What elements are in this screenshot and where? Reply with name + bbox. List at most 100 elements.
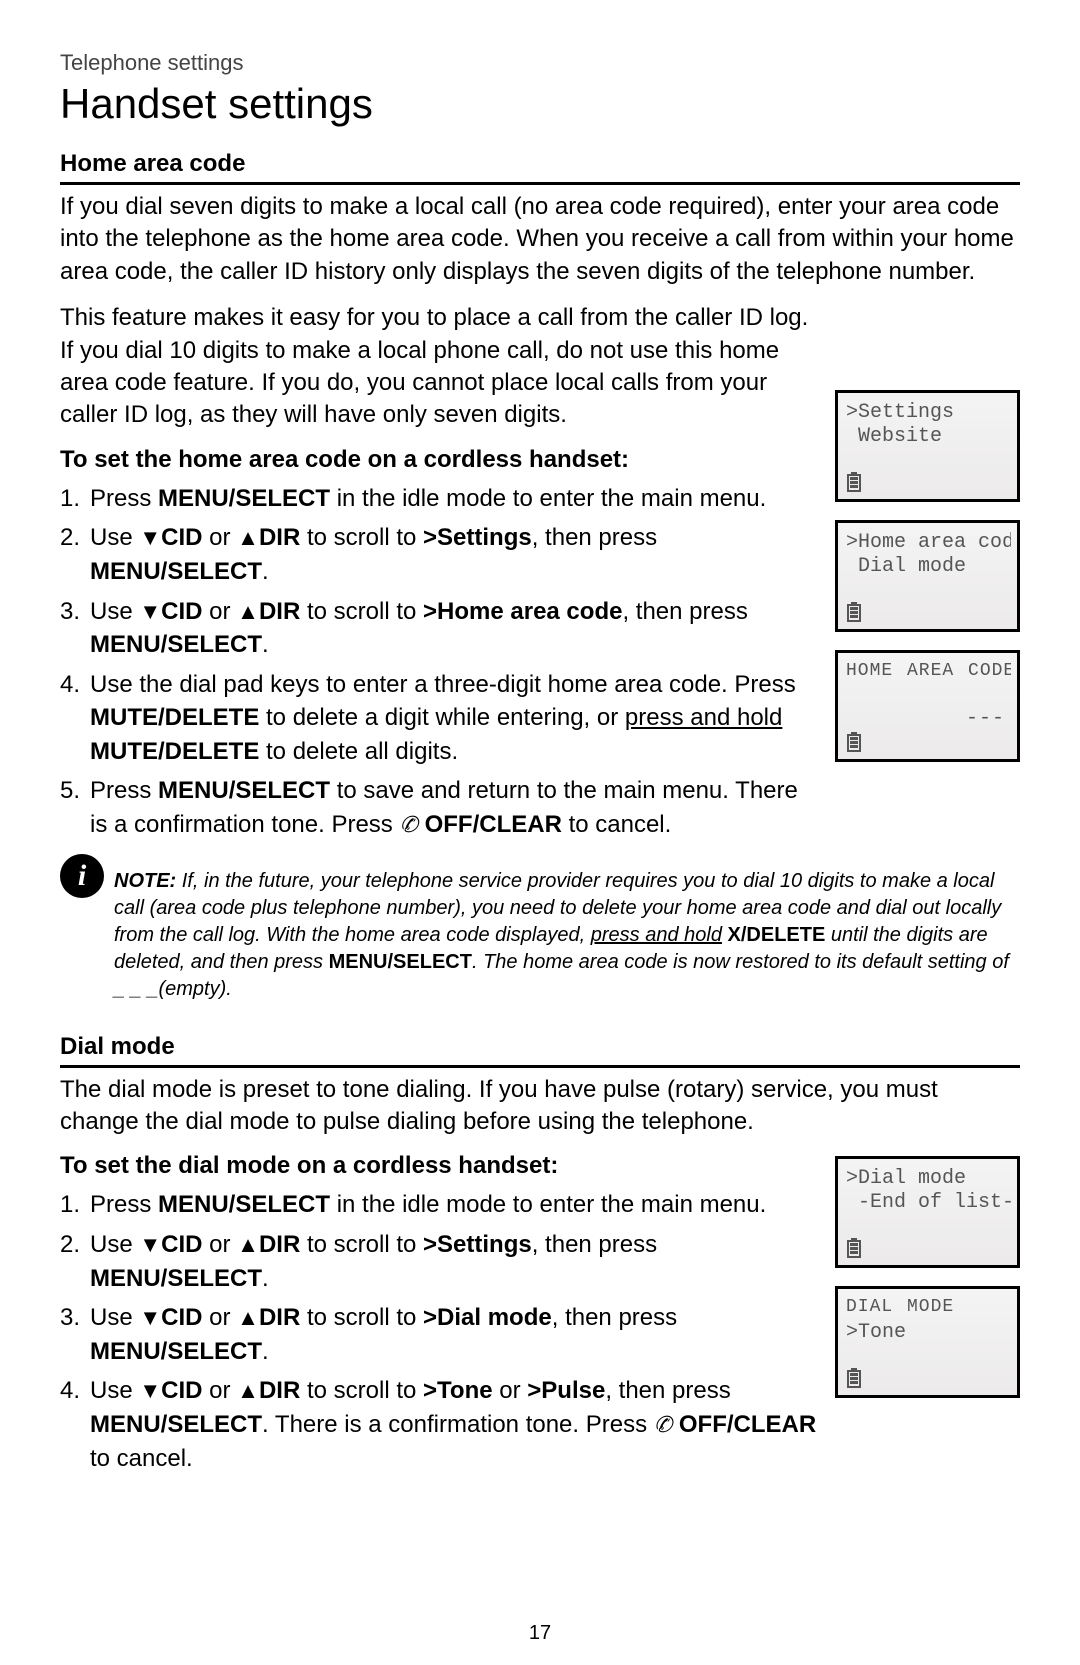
key-off-clear: OFF/CLEAR <box>425 811 562 838</box>
menu-target: >Settings <box>423 1231 532 1258</box>
battery-icon <box>846 1367 1011 1389</box>
lcd-dial-mode-menu: >Dial mode -End of list- <box>835 1156 1020 1268</box>
lcd-home-area-code-entry: HOME AREA CODE --- <box>835 650 1020 762</box>
up-triangle-icon: ▲ <box>237 597 259 628</box>
down-triangle-icon: ▼ <box>139 1230 161 1261</box>
text: Use <box>90 1304 139 1331</box>
text: Use <box>90 598 139 625</box>
battery-icon <box>846 731 1011 753</box>
page-title: Handset settings <box>60 80 1020 128</box>
text: Press <box>90 485 158 512</box>
key-menu-select: MENU/SELECT <box>329 951 472 973</box>
lcd-dial-mode-tone: DIAL MODE >Tone <box>835 1286 1020 1398</box>
text: to scroll to <box>300 598 423 625</box>
text: Press <box>90 1191 158 1218</box>
text: , then press <box>532 524 657 551</box>
text: Press <box>90 777 158 804</box>
breadcrumb: Telephone settings <box>60 50 1020 76</box>
note-label: NOTE: <box>114 870 176 892</box>
paragraph: If you dial seven digits to make a local… <box>60 191 1020 288</box>
menu-target: >Home area code <box>423 598 622 625</box>
text: , then press <box>532 1231 657 1258</box>
text: to cancel. <box>562 811 671 838</box>
menu-target: >Tone <box>423 1377 493 1404</box>
text: to scroll to <box>300 524 423 551</box>
lcd-line: -End of list- <box>846 1191 1011 1215</box>
lcd-line: >Tone <box>846 1321 1011 1345</box>
key-menu-select: MENU/SELECT <box>158 777 330 804</box>
page-number: 17 <box>0 1622 1080 1645</box>
section-heading-home-area-code: Home area code <box>60 150 1020 185</box>
info-icon: i <box>60 854 104 898</box>
up-triangle-icon: ▲ <box>237 1303 259 1334</box>
lcd-group-dial-mode: >Dial mode -End of list- DIAL MODE >Tone <box>835 1156 1020 1416</box>
lcd-title: DIAL MODE <box>846 1297 1011 1321</box>
lcd-line: Website <box>846 425 1011 449</box>
text: to delete all digits. <box>259 738 458 765</box>
text: , then press <box>605 1377 730 1404</box>
text: in the idle mode to enter the main menu. <box>330 485 766 512</box>
key-off-clear: OFF/CLEAR <box>679 1411 816 1438</box>
menu-target: >Pulse <box>527 1377 605 1404</box>
lcd-line: >Settings <box>846 401 1011 425</box>
text: . There is a confirmation tone. Press <box>262 1411 654 1438</box>
text: Use <box>90 1377 139 1404</box>
text: to scroll to <box>300 1231 423 1258</box>
lcd-home-area-code-menu: >Home area code Dial mode <box>835 520 1020 632</box>
lcd-line: Dial mode <box>846 555 1011 579</box>
text: or <box>202 1304 237 1331</box>
note-block: i NOTE: If, in the future, your telephon… <box>60 854 1020 1003</box>
text: to scroll to <box>300 1304 423 1331</box>
battery-icon <box>846 471 1011 493</box>
press-and-hold: press and hold <box>591 924 722 946</box>
down-triangle-icon: ▼ <box>139 1303 161 1334</box>
text: Use <box>90 1231 139 1258</box>
paragraph: The dial mode is preset to tone dialing.… <box>60 1074 1020 1139</box>
lcd-line: >Home area code <box>846 531 1011 555</box>
menu-target: >Settings <box>423 524 532 551</box>
key-menu-select: MENU/SELECT <box>90 1338 262 1365</box>
press-and-hold: press and hold <box>625 704 782 731</box>
list-item: 5. Press MENU/SELECT to save and return … <box>60 774 1020 841</box>
down-triangle-icon: ▼ <box>139 523 161 554</box>
text: to scroll to <box>300 1377 423 1404</box>
key-menu-select: MENU/SELECT <box>158 485 330 512</box>
battery-icon <box>846 1237 1011 1259</box>
text: or <box>202 524 237 551</box>
text: or <box>493 1377 528 1404</box>
up-triangle-icon: ▲ <box>237 1376 259 1407</box>
text: Use the dial pad keys to enter a three-d… <box>90 671 796 698</box>
battery-icon <box>846 601 1011 623</box>
lcd-group-home-area: >Settings Website >Home area code Dial m… <box>835 390 1020 780</box>
key-dir: DIR <box>259 1304 300 1331</box>
text: or <box>202 1377 237 1404</box>
note-text: NOTE: If, in the future, your telephone … <box>114 854 1020 1003</box>
key-menu-select: MENU/SELECT <box>90 631 262 658</box>
text: to delete a digit while entering, or <box>259 704 625 731</box>
down-triangle-icon: ▼ <box>139 597 161 628</box>
lcd-line: >Dial mode <box>846 1167 1011 1191</box>
lcd-settings-website: >Settings Website <box>835 390 1020 502</box>
key-dir: DIR <box>259 1377 300 1404</box>
key-dir: DIR <box>259 598 300 625</box>
text: or <box>202 1231 237 1258</box>
key-mute-delete: MUTE/DELETE <box>90 738 259 765</box>
text: or <box>202 598 237 625</box>
lcd-title: HOME AREA CODE <box>846 661 1011 685</box>
key-menu-select: MENU/SELECT <box>158 1191 330 1218</box>
text: Use <box>90 524 139 551</box>
key-mute-delete: MUTE/DELETE <box>90 704 259 731</box>
key-menu-select: MENU/SELECT <box>90 1265 262 1292</box>
key-x-delete: X/DELETE <box>728 924 826 946</box>
menu-target: >Dial mode <box>423 1304 552 1331</box>
key-dir: DIR <box>259 1231 300 1258</box>
key-cid: CID <box>161 598 202 625</box>
text: , then press <box>622 598 747 625</box>
key-cid: CID <box>161 1304 202 1331</box>
key-cid: CID <box>161 1231 202 1258</box>
key-dir: DIR <box>259 524 300 551</box>
up-triangle-icon: ▲ <box>237 523 259 554</box>
key-cid: CID <box>161 524 202 551</box>
key-cid: CID <box>161 1377 202 1404</box>
phone-icon: ✆ <box>654 1412 672 1437</box>
